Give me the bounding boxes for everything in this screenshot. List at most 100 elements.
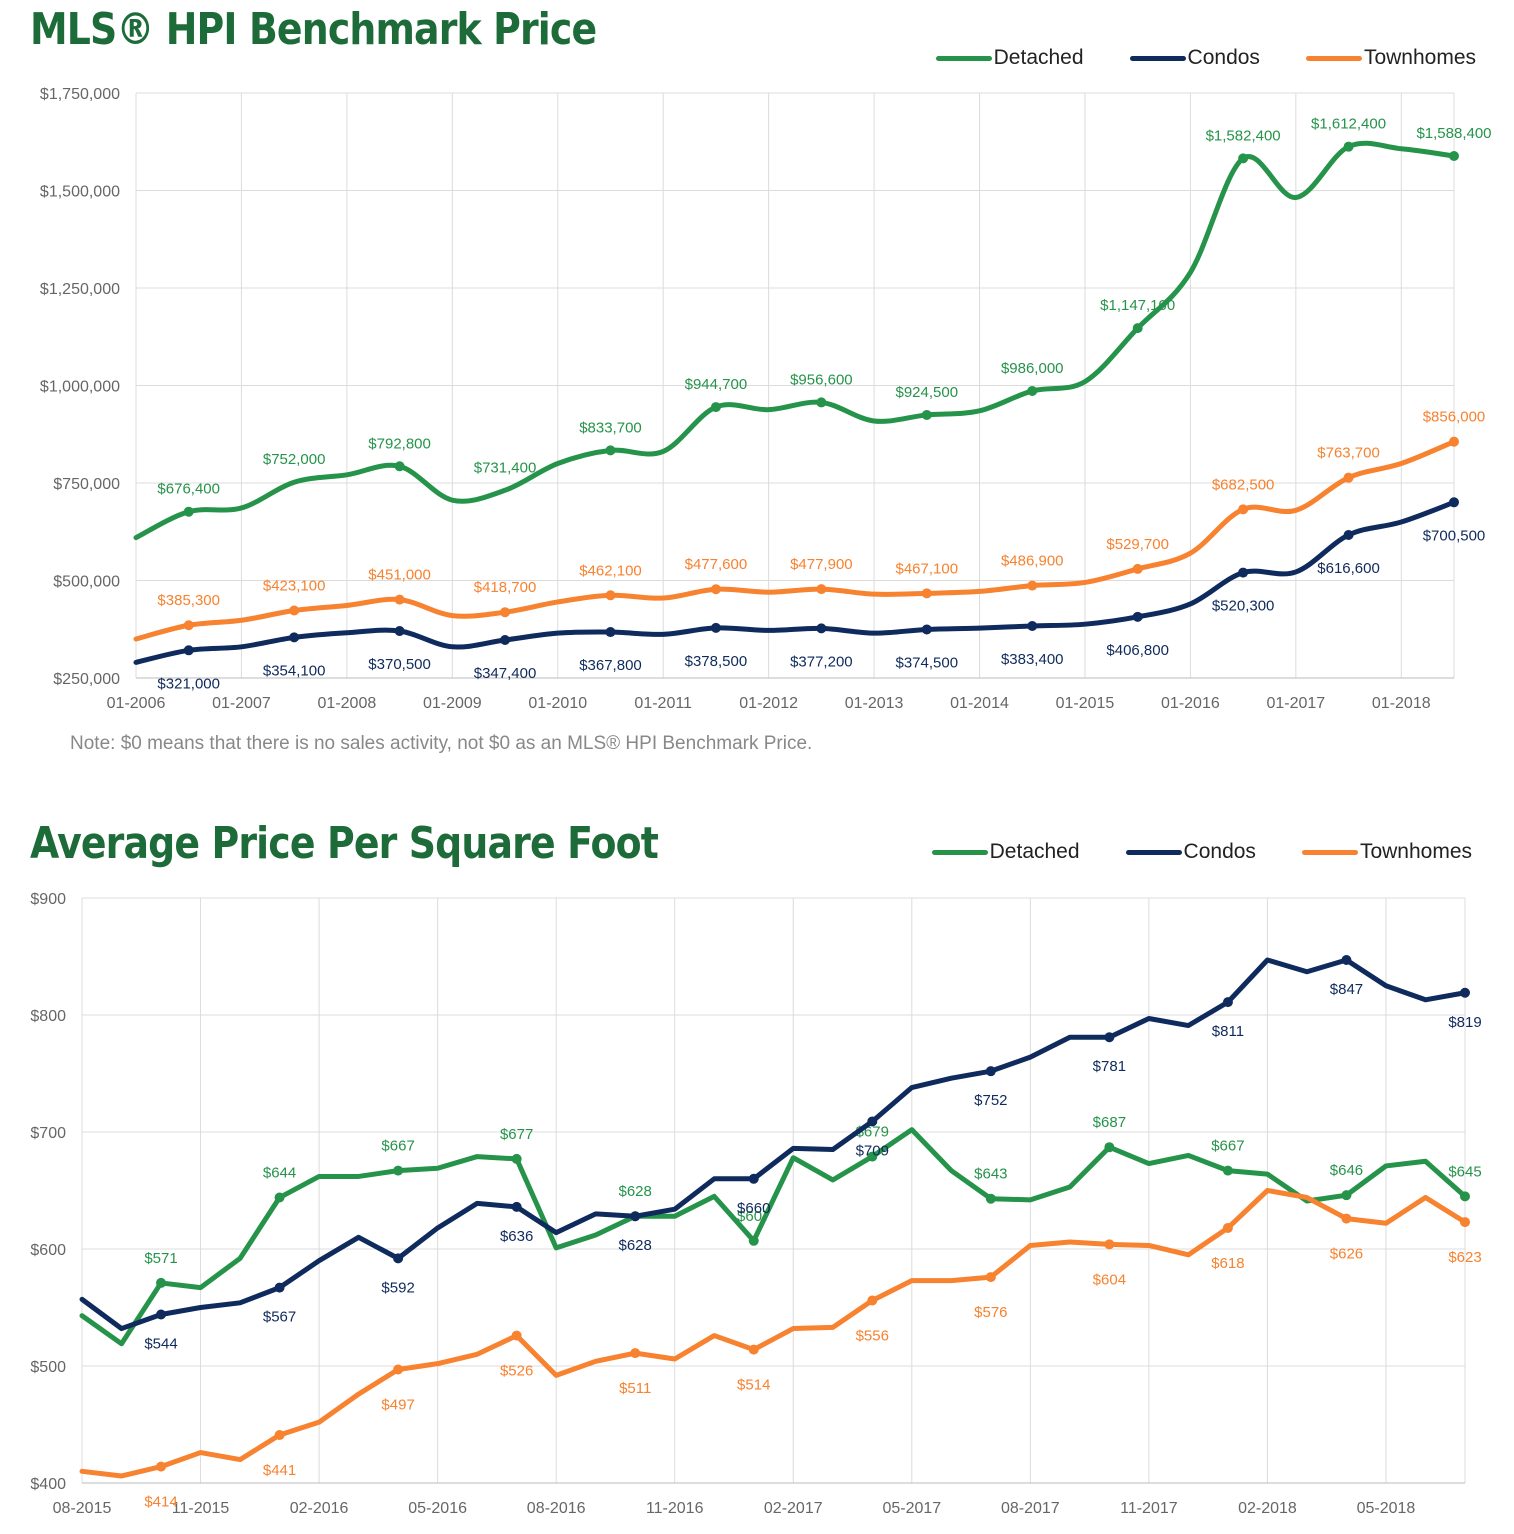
data-point-townhomes	[985, 1272, 996, 1283]
data-label-townhomes: $477,600	[685, 556, 748, 573]
data-label-detached: $924,500	[896, 384, 959, 401]
legend2-detached-label: Detached	[989, 840, 1080, 863]
x-tick-label: 08-2016	[527, 1500, 586, 1517]
y-tick-label: $800	[30, 1008, 66, 1025]
x-tick-label: 11-2016	[646, 1500, 704, 1517]
data-point-townhomes	[393, 1364, 404, 1375]
y-tick-label: $500	[30, 1359, 66, 1376]
data-point-detached	[1341, 1190, 1352, 1201]
y-tick-label: $900	[30, 891, 66, 908]
data-label-townhomes: $497	[381, 1397, 414, 1414]
y-tick-label: $1,000,000	[40, 379, 120, 396]
data-point-condos	[511, 1201, 522, 1212]
data-label-townhomes: $682,500	[1212, 476, 1275, 493]
data-label-townhomes: $514	[737, 1377, 770, 1394]
x-tick-label: 01-2018	[1372, 695, 1431, 712]
data-point-detached	[605, 445, 616, 456]
data-label-townhomes: $604	[1093, 1271, 1126, 1288]
y-tick-label: $750,000	[53, 476, 120, 493]
data-point-detached	[710, 402, 721, 413]
data-point-condos	[156, 1309, 167, 1320]
x-tick-label: 05-2017	[882, 1500, 941, 1517]
data-label-townhomes: $618	[1211, 1255, 1244, 1272]
data-point-condos	[1460, 987, 1470, 998]
series-line-townhomes	[79, 1188, 1468, 1479]
data-label-townhomes: $763,700	[1317, 445, 1380, 462]
data-label-condos: $592	[381, 1279, 414, 1296]
data-point-townhomes	[867, 1295, 878, 1306]
x-tick-label: 11-2015	[172, 1500, 230, 1517]
data-point-condos	[748, 1173, 759, 1184]
data-point-condos	[274, 1282, 285, 1293]
legend2-detached-swatch	[931, 849, 988, 855]
y-tick-label: $1,750,000	[40, 86, 120, 103]
x-tick-label: 08-2015	[53, 1500, 112, 1517]
y-tick-label: $700	[30, 1125, 66, 1142]
x-tick-label: 01-2012	[739, 695, 798, 712]
data-label-detached: $667	[381, 1138, 414, 1155]
data-point-townhomes	[816, 584, 827, 595]
data-label-detached: $646	[1330, 1162, 1363, 1179]
data-label-townhomes: $576	[974, 1304, 1007, 1321]
data-label-detached: $645	[1448, 1163, 1481, 1180]
data-label-detached: $676,400	[157, 481, 220, 498]
legend-condos: Condos	[1129, 46, 1260, 70]
legend-detached: Detached	[935, 46, 1084, 70]
data-point-detached	[1460, 1191, 1470, 1202]
x-tick-label: 01-2007	[212, 695, 271, 712]
data-label-condos: $700,500	[1423, 527, 1486, 544]
data-point-condos	[630, 1211, 641, 1222]
legend-detached-label: Detached	[993, 46, 1084, 69]
data-point-detached	[1222, 1165, 1233, 1176]
x-tick-label: 01-2015	[1056, 695, 1115, 712]
data-label-detached: $752,000	[263, 451, 326, 468]
data-point-detached	[1027, 385, 1038, 396]
data-point-townhomes	[274, 1430, 285, 1441]
data-point-condos	[183, 645, 194, 656]
data-point-townhomes	[394, 594, 405, 605]
data-label-condos: $616,600	[1317, 560, 1380, 577]
data-point-townhomes	[1132, 563, 1143, 574]
benchmark-price-chart: $250,000 $500,000 $750,000 $1,000,000 $1,250…	[40, 86, 1492, 712]
data-point-detached	[1132, 323, 1143, 334]
y-tick-label: $600	[30, 1242, 66, 1259]
data-label-detached: $833,700	[579, 419, 642, 436]
legend2-condos: Condos	[1125, 840, 1256, 864]
data-label-townhomes: $526	[500, 1363, 533, 1380]
data-label-detached: $1,588,400	[1416, 125, 1491, 142]
data-label-detached: $956,600	[790, 371, 853, 388]
y-tick-label: $1,500,000	[40, 184, 120, 201]
data-point-condos	[1027, 620, 1038, 631]
data-label-townhomes: $462,100	[579, 562, 642, 579]
data-point-detached	[816, 397, 827, 408]
legend2-detached: Detached	[931, 840, 1080, 864]
x-tick-label: 01-2016	[1161, 695, 1220, 712]
series-line-detached	[79, 1127, 1468, 1347]
data-label-condos: $781	[1093, 1058, 1126, 1075]
data-point-detached	[393, 1165, 404, 1176]
data-point-condos	[921, 624, 932, 635]
legend2-condos-swatch	[1125, 849, 1182, 855]
data-label-condos: $406,800	[1106, 642, 1169, 659]
legend-townhomes-label: Townhomes	[1363, 46, 1476, 69]
data-point-detached	[867, 1151, 878, 1162]
x-tick-label: 02-2018	[1238, 1500, 1297, 1517]
data-point-townhomes	[630, 1348, 641, 1359]
data-label-townhomes: $418,700	[474, 579, 537, 596]
chart2-legend: Detached Condos Townhomes	[886, 840, 1472, 864]
x-tick-label: 01-2013	[845, 695, 904, 712]
legend-detached-swatch	[935, 55, 992, 61]
x-tick-label: 01-2010	[528, 695, 587, 712]
x-tick-label: 01-2009	[423, 695, 482, 712]
data-label-condos: $370,500	[368, 656, 431, 673]
data-point-detached	[274, 1192, 285, 1203]
data-point-condos	[1343, 530, 1354, 541]
data-point-townhomes	[500, 607, 511, 618]
data-point-detached	[1238, 153, 1249, 164]
data-label-condos: $383,400	[1001, 651, 1064, 668]
data-label-condos: $321,000	[157, 675, 220, 692]
data-label-condos: $709	[856, 1142, 889, 1159]
data-point-townhomes	[605, 590, 616, 601]
data-label-detached: $628	[619, 1183, 652, 1200]
